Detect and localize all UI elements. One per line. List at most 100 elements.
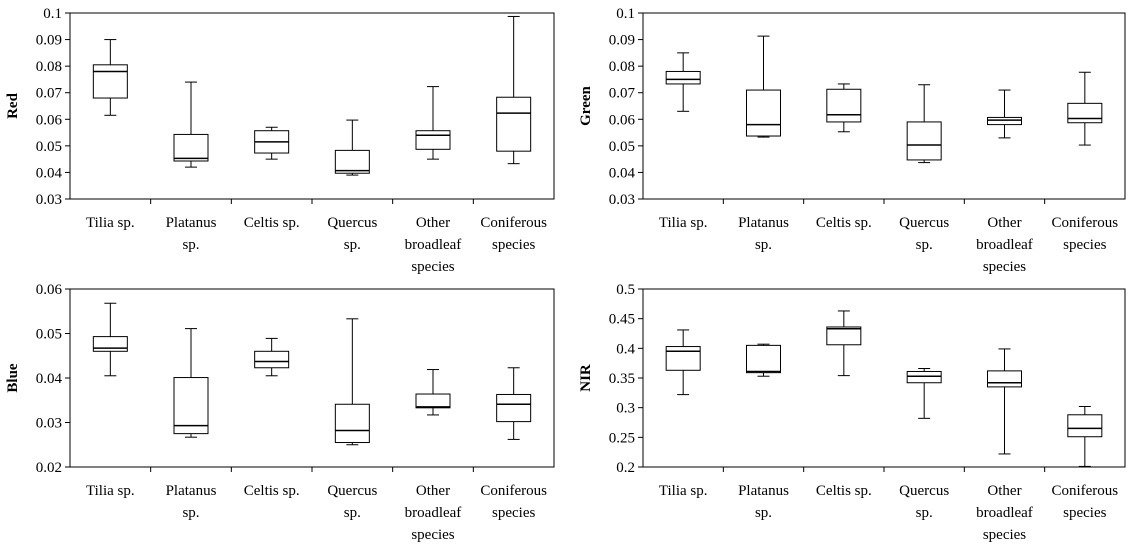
box-0 xyxy=(92,39,128,116)
iqr-box xyxy=(173,377,209,435)
plot-frame xyxy=(642,288,1126,468)
box-0 xyxy=(665,329,701,396)
box-0 xyxy=(92,302,128,377)
category-label: broadleaf xyxy=(976,505,1033,521)
box-1 xyxy=(746,35,781,138)
iqr-box xyxy=(746,89,781,137)
y-tick-label: 0.1 xyxy=(43,6,62,22)
category-label: Platanus xyxy=(738,483,789,499)
iqr-box xyxy=(92,336,128,352)
y-tick-label: 0.06 xyxy=(36,112,63,128)
box-4 xyxy=(987,348,1022,455)
y-tick-label: 0.06 xyxy=(609,112,636,128)
iqr-box xyxy=(334,403,370,444)
box-2 xyxy=(254,337,290,377)
y-tick-label: 0.03 xyxy=(609,192,635,208)
chart-panel-green: 0.03 0.04 0.05 0.06 0.07 0.08 0.09 0.1 Green Tili… xyxy=(578,6,1126,275)
category-label: Platanus xyxy=(166,483,217,499)
category-label: Tilia sp. xyxy=(86,483,135,499)
y-tick-label: 0.09 xyxy=(609,33,635,49)
iqr-box xyxy=(334,149,370,174)
iqr-box xyxy=(92,64,128,99)
box-4 xyxy=(415,86,451,160)
y-tick-label: 0.25 xyxy=(609,430,635,446)
category-label: Quercus xyxy=(327,483,377,499)
y-tick-label: 0.04 xyxy=(36,165,63,181)
category-label: Coniferous xyxy=(480,483,547,499)
y-tick-label: 0.1 xyxy=(616,6,635,22)
category-label: sp. xyxy=(755,505,772,521)
box-5 xyxy=(496,367,532,440)
box-3 xyxy=(906,368,942,419)
chart-panel-red: 0.03 0.04 0.05 0.06 0.07 0.08 0.09 0.1 Red Tilia … xyxy=(5,6,555,275)
category-label: species xyxy=(983,259,1026,275)
category-label: Tilia sp. xyxy=(86,215,135,231)
iqr-box xyxy=(987,116,1022,126)
y-tick-label: 0.04 xyxy=(609,165,636,181)
category-label: Celtis sp. xyxy=(816,215,872,231)
plot-frame xyxy=(69,12,555,200)
iqr-box xyxy=(665,70,701,85)
category-label: sp. xyxy=(755,237,772,253)
y-tick-label: 0.03 xyxy=(36,192,62,208)
category-label: Coniferous xyxy=(480,215,547,231)
iqr-box xyxy=(415,130,451,150)
category-label: Celtis sp. xyxy=(816,483,872,499)
box-2 xyxy=(254,126,290,160)
category-label: Other xyxy=(416,483,450,499)
box-5 xyxy=(1067,405,1103,467)
iqr-box xyxy=(826,326,862,346)
category-label: Tilia sp. xyxy=(659,483,708,499)
box-2 xyxy=(826,310,862,377)
category-label: Celtis sp. xyxy=(244,483,300,499)
category-label: broadleaf xyxy=(405,237,462,253)
y-tick-label: 0.05 xyxy=(36,139,62,155)
y-tick-label: 0.07 xyxy=(36,86,63,102)
y-tick-label: 0.2 xyxy=(616,460,635,476)
category-label: species xyxy=(411,527,454,543)
y-axis-title: NIR xyxy=(578,364,594,392)
category-label: species xyxy=(1063,237,1106,253)
box-1 xyxy=(746,343,781,377)
category-label: species xyxy=(411,259,454,275)
box-5 xyxy=(1067,71,1103,146)
iqr-box xyxy=(746,344,781,374)
category-label: Platanus xyxy=(166,215,217,231)
iqr-box xyxy=(1067,414,1103,438)
y-tick-label: 0.04 xyxy=(36,371,63,387)
category-label: Platanus xyxy=(738,215,789,231)
category-label: species xyxy=(492,237,535,253)
iqr-box xyxy=(826,88,862,123)
box-4 xyxy=(415,369,451,416)
box-3 xyxy=(334,318,370,446)
iqr-box xyxy=(254,350,290,369)
category-label: Quercus xyxy=(899,483,949,499)
iqr-box xyxy=(496,96,532,152)
plot-frame xyxy=(69,288,555,468)
category-label: Quercus xyxy=(899,215,949,231)
category-label: sp. xyxy=(182,237,199,253)
iqr-box xyxy=(665,346,701,371)
category-label: sp. xyxy=(344,505,361,521)
y-tick-label: 0.5 xyxy=(616,282,635,298)
category-label: broadleaf xyxy=(405,505,462,521)
y-axis-title: Green xyxy=(578,85,594,125)
y-tick-label: 0.08 xyxy=(36,59,62,75)
category-label: Coniferous xyxy=(1051,215,1118,231)
box-3 xyxy=(906,84,942,164)
category-label: sp. xyxy=(182,505,199,521)
y-tick-label: 0.4 xyxy=(616,341,635,357)
category-label: Coniferous xyxy=(1051,483,1118,499)
y-tick-label: 0.03 xyxy=(36,416,62,432)
category-label: Other xyxy=(416,215,450,231)
iqr-box xyxy=(415,393,451,409)
iqr-box xyxy=(906,370,942,384)
y-tick-label: 0.02 xyxy=(36,460,62,476)
y-tick-label: 0.06 xyxy=(36,282,63,298)
plot-frame xyxy=(642,12,1126,200)
iqr-box xyxy=(987,370,1022,388)
category-label: Celtis sp. xyxy=(244,215,300,231)
category-label: Quercus xyxy=(327,215,377,231)
category-label: species xyxy=(983,527,1026,543)
